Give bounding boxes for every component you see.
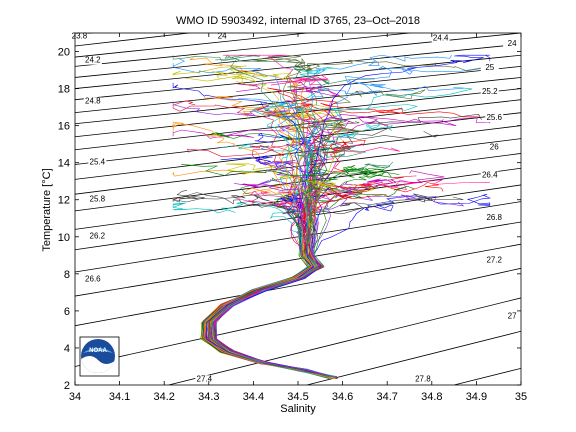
- contour-label-bg: [88, 158, 107, 167]
- noaa-logo: NOAA: [79, 336, 120, 377]
- y-axis-label: Temperature [°C]: [41, 168, 53, 251]
- y-tick-label: 18: [58, 84, 70, 96]
- x-tick-label: 34.4: [243, 391, 264, 403]
- y-tick-label: 16: [58, 121, 70, 133]
- x-tick-label: 34.6: [332, 391, 353, 403]
- contour-label: 24.4: [433, 33, 449, 42]
- density-contour: [168, 297, 521, 385]
- density-contour: [75, 99, 521, 151]
- contour-label-bg: [485, 256, 504, 265]
- contour-label: 27.8: [415, 374, 431, 383]
- contour-label: 25: [485, 63, 494, 72]
- y-tick-label: 14: [58, 158, 70, 170]
- contour-label: 25.4: [90, 158, 106, 167]
- density-contour: [75, 33, 414, 67]
- profile-line: [210, 185, 369, 378]
- x-tick-label: 34.5: [287, 391, 308, 403]
- y-tick-label: 10: [58, 232, 70, 244]
- x-tick-label: 35: [515, 391, 527, 403]
- density-contour: [75, 77, 521, 125]
- contour-label: 24.2: [85, 56, 101, 65]
- profile-lines: [172, 54, 491, 379]
- profile-line: [203, 95, 334, 379]
- x-tick-label: 34.3: [198, 391, 219, 403]
- contour-label-bg: [485, 214, 504, 223]
- density-contour: [75, 221, 521, 297]
- contour-label: 27: [508, 311, 517, 320]
- contour-label: 24: [508, 39, 517, 48]
- density-contour: [75, 54, 521, 101]
- density-contour: [75, 125, 521, 180]
- contour-label-bg: [83, 97, 102, 106]
- profile-line: [212, 87, 473, 377]
- profile-line: [172, 121, 332, 379]
- x-axis-label: Salinity: [280, 403, 316, 415]
- contour-label-bg: [503, 312, 522, 321]
- contour-label-bg: [88, 195, 107, 204]
- profile-line: [172, 101, 337, 378]
- contour-label: 26.6: [85, 274, 101, 283]
- density-contour: [75, 33, 193, 47]
- contour-label: 24: [218, 32, 227, 41]
- chart-title: WMO ID 5903492, internal ID 3765, 23–Oct…: [176, 15, 420, 27]
- noaa-logo-bird: [83, 348, 113, 353]
- contour-label-bg: [213, 32, 232, 41]
- profile-line: [173, 189, 331, 378]
- contour-label: 23.8: [72, 32, 88, 41]
- x-tick-label: 34.1: [109, 391, 130, 403]
- y-tick-label: 2: [64, 380, 70, 392]
- contour-label-bg: [503, 39, 522, 48]
- contour-label-bg: [88, 232, 107, 241]
- noaa-logo-text: NOAA: [89, 348, 107, 354]
- profile-line: [209, 145, 366, 378]
- profile-line: [214, 175, 417, 378]
- contour-label-bg: [83, 275, 102, 284]
- density-contour: [75, 43, 521, 89]
- contour-label: 26.2: [90, 232, 106, 241]
- contour-label: 27.4: [197, 374, 213, 383]
- contour-label-bg: [195, 375, 214, 384]
- y-tick-label: 6: [64, 306, 70, 318]
- contour-label: 25.6: [486, 113, 502, 122]
- profile-line: [203, 81, 464, 379]
- contour-label-bg: [83, 56, 102, 65]
- contour-label: 26.4: [482, 171, 498, 180]
- x-tick-label: 34.9: [466, 391, 487, 403]
- contour-label: 26.8: [486, 213, 502, 222]
- contour-label-bg: [70, 32, 89, 41]
- y-tick-label: 4: [64, 343, 70, 355]
- contour-label-bg: [413, 375, 432, 384]
- contour-label: 25.2: [482, 87, 498, 96]
- density-contour: [306, 330, 521, 385]
- contour-label-bg: [480, 88, 499, 97]
- x-axis: 34 34.1 34.2 34.3 34.4 34.5 34.6 34.7 34.8 34.9 35: [69, 33, 527, 403]
- contour-label: 26: [490, 143, 499, 152]
- density-contour-labels: 23.8 24 24.4 24 24.2 25 25.2 24.8 25.6 26 25.4 26.4…: [70, 32, 522, 384]
- profile-line: [181, 164, 343, 379]
- contour-label-bg: [485, 143, 504, 152]
- profile-line: [215, 170, 445, 379]
- density-contour: [75, 243, 521, 327]
- y-tick-label: 20: [58, 47, 70, 59]
- profile-line: [213, 164, 387, 378]
- contour-label-bg: [480, 171, 499, 180]
- x-tick-label: 34.7: [376, 391, 397, 403]
- density-contour: [75, 153, 521, 212]
- contour-label-bg: [485, 114, 504, 123]
- x-tick-label: 34.2: [153, 391, 174, 403]
- contour-label: 24.8: [85, 96, 101, 105]
- density-contour: [454, 367, 521, 385]
- x-tick-label: 34.8: [421, 391, 442, 403]
- contour-label: 27.2: [486, 256, 502, 265]
- contour-label-bg: [480, 64, 499, 73]
- x-tick-label: 34: [69, 391, 81, 403]
- y-axis: 2 4 6 8 10 12 14 16 18 20: [58, 47, 521, 392]
- contour-label-bg: [431, 34, 450, 43]
- density-contour: [75, 267, 521, 367]
- y-tick-label: 12: [58, 195, 70, 207]
- noaa-logo-wave: [81, 356, 115, 373]
- y-tick-label: 8: [64, 269, 70, 281]
- contour-label: 25.8: [90, 195, 106, 204]
